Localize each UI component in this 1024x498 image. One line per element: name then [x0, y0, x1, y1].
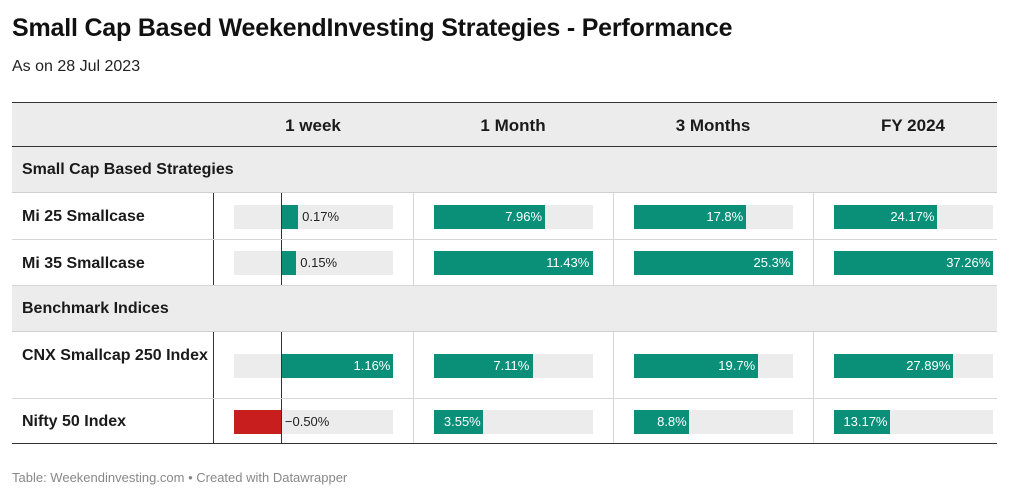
- bar-negative: [234, 410, 282, 434]
- table-row: Mi 25 Smallcase 0.17% 7.96% 17.8% 24.17%: [12, 193, 997, 240]
- row-label: Mi 25 Smallcase: [22, 208, 145, 225]
- bar-value-label: 25.3%: [753, 255, 791, 270]
- table-row: CNX Smallcap 250 Index 1.16% 7.11% 19.7% 27…: [12, 332, 997, 399]
- bar-value-label: 13.17%: [843, 414, 888, 429]
- bar-track: 37.26%: [834, 251, 993, 275]
- bar-value-label: 8.8%: [657, 414, 687, 429]
- zero-baseline: [281, 240, 282, 285]
- bar-value-label: 7.96%: [505, 209, 543, 224]
- bar-value-label: 24.17%: [890, 209, 935, 224]
- zero-baseline: [281, 332, 282, 398]
- bar-value-label: 37.26%: [946, 255, 991, 270]
- bar-track: 0.15%: [234, 251, 393, 275]
- bar-positive: [434, 354, 533, 378]
- bar-positive: [434, 410, 484, 434]
- bar-track: 8.8%: [634, 410, 793, 434]
- bar-positive: [281, 251, 297, 275]
- bar-track: 3.55%: [434, 410, 593, 434]
- bar-positive: [434, 251, 593, 275]
- bar-value-label: 17.8%: [706, 209, 744, 224]
- row-label: Mi 35 Smallcase: [22, 255, 145, 272]
- bar-value-label: 7.11%: [493, 358, 530, 373]
- zero-baseline: [281, 193, 282, 239]
- bar-positive: [281, 205, 299, 229]
- bar-positive: [281, 354, 393, 378]
- column-header-fy-2024: FY 2024: [881, 116, 945, 135]
- bar-positive: [834, 251, 993, 275]
- group-row-benchmark: Benchmark Indices: [12, 286, 997, 332]
- bar-value-label: 3.55%: [443, 414, 481, 429]
- bar-track: −0.50%: [234, 410, 393, 434]
- bar-positive: [634, 410, 690, 434]
- bar-track: 7.96%: [434, 205, 593, 229]
- bar-positive: [634, 205, 746, 229]
- bar-cell: 11.43%: [413, 240, 613, 285]
- group-label: Benchmark Indices: [22, 300, 169, 317]
- bar-track: 17.8%: [634, 205, 793, 229]
- table-row: Mi 35 Smallcase 0.15% 11.43% 25.3% 37.26%: [12, 240, 997, 286]
- bar-positive: [834, 410, 891, 434]
- bar-cell: 27.89%: [813, 332, 1013, 398]
- bar-track: 25.3%: [634, 251, 793, 275]
- bar-cell: 7.96%: [413, 193, 613, 239]
- group-label: Small Cap Based Strategies: [22, 161, 234, 178]
- bar-track: 13.17%: [834, 410, 993, 434]
- zero-baseline: [281, 399, 282, 443]
- bar-cell: 0.15%: [213, 240, 413, 285]
- bar-cell: −0.50%: [213, 399, 413, 443]
- bar-cell: 25.3%: [613, 240, 813, 285]
- table-header-row: 1 week 1 Month 3 Months FY 2024: [12, 103, 997, 147]
- bar-cell: 8.8%: [613, 399, 813, 443]
- bar-positive: [834, 354, 953, 378]
- group-row-small-cap: Small Cap Based Strategies: [12, 147, 997, 193]
- bar-track: 27.89%: [834, 354, 993, 378]
- bar-track: 7.11%: [434, 354, 593, 378]
- footer-credit: Table: Weekendinvesting.com • Created wi…: [12, 470, 348, 485]
- bar-cell: 24.17%: [813, 193, 1013, 239]
- bar-value-label: 1.16%: [353, 358, 391, 373]
- bar-value-label: 27.89%: [906, 358, 951, 373]
- bar-cell: 0.17%: [213, 193, 413, 239]
- bar-cell: 3.55%: [413, 399, 613, 443]
- performance-table: 1 week 1 Month 3 Months FY 2024 Small Ca…: [12, 102, 997, 444]
- bar-positive: [434, 205, 545, 229]
- bar-positive: [834, 205, 938, 229]
- bar-cell: 17.8%: [613, 193, 813, 239]
- bar-track: 19.7%: [634, 354, 793, 378]
- bar-cell: 7.11%: [413, 332, 613, 398]
- bar-positive: [634, 354, 758, 378]
- row-label: CNX Smallcap 250 Index: [22, 347, 208, 364]
- bar-value-label: 0.17%: [302, 209, 340, 224]
- bar-cell: 13.17%: [813, 399, 1013, 443]
- bar-track: 1.16%: [234, 354, 393, 378]
- bar-cell: 37.26%: [813, 240, 1013, 285]
- column-header-1-week: 1 week: [285, 116, 341, 135]
- page-title: Small Cap Based WeekendInvesting Strateg…: [12, 14, 733, 42]
- bar-value-label: 19.7%: [718, 358, 756, 373]
- bar-cell: 1.16%: [213, 332, 413, 398]
- bar-value-label: −0.50%: [284, 414, 330, 429]
- bar-track: 24.17%: [834, 205, 993, 229]
- bar-value-label: 0.15%: [300, 255, 338, 270]
- bar-track: 0.17%: [234, 205, 393, 229]
- row-label: Nifty 50 Index: [22, 413, 127, 430]
- bar-track: 11.43%: [434, 251, 593, 275]
- page-subtitle: As on 28 Jul 2023: [12, 58, 141, 75]
- column-header-1-month: 1 Month: [480, 116, 546, 135]
- column-header-3-months: 3 Months: [675, 116, 751, 135]
- bar-value-label: 11.43%: [546, 255, 590, 270]
- bar-positive: [634, 251, 793, 275]
- bar-cell: 19.7%: [613, 332, 813, 398]
- table-row: Nifty 50 Index −0.50% 3.55% 8.8% 13.17%: [12, 399, 997, 444]
